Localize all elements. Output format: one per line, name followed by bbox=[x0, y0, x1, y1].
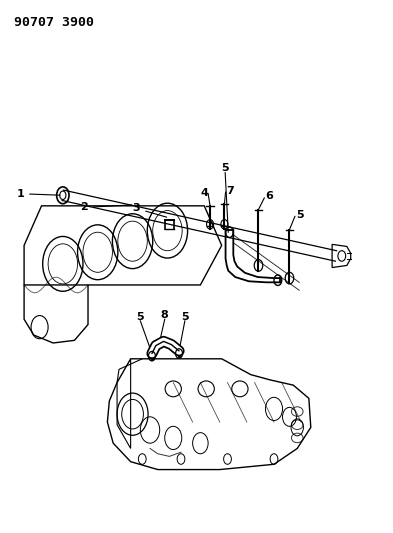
Text: 2: 2 bbox=[80, 203, 132, 213]
Text: 6: 6 bbox=[265, 191, 274, 201]
Text: 5: 5 bbox=[181, 312, 189, 321]
Text: 5: 5 bbox=[296, 211, 304, 220]
Text: 90707 3900: 90707 3900 bbox=[15, 16, 94, 29]
Text: 5: 5 bbox=[136, 312, 144, 321]
Text: 4: 4 bbox=[200, 188, 208, 198]
Text: 1: 1 bbox=[17, 189, 60, 199]
Text: 7: 7 bbox=[226, 186, 234, 196]
Text: 5: 5 bbox=[221, 164, 229, 173]
Text: 3: 3 bbox=[133, 204, 167, 217]
Text: 8: 8 bbox=[161, 310, 169, 320]
